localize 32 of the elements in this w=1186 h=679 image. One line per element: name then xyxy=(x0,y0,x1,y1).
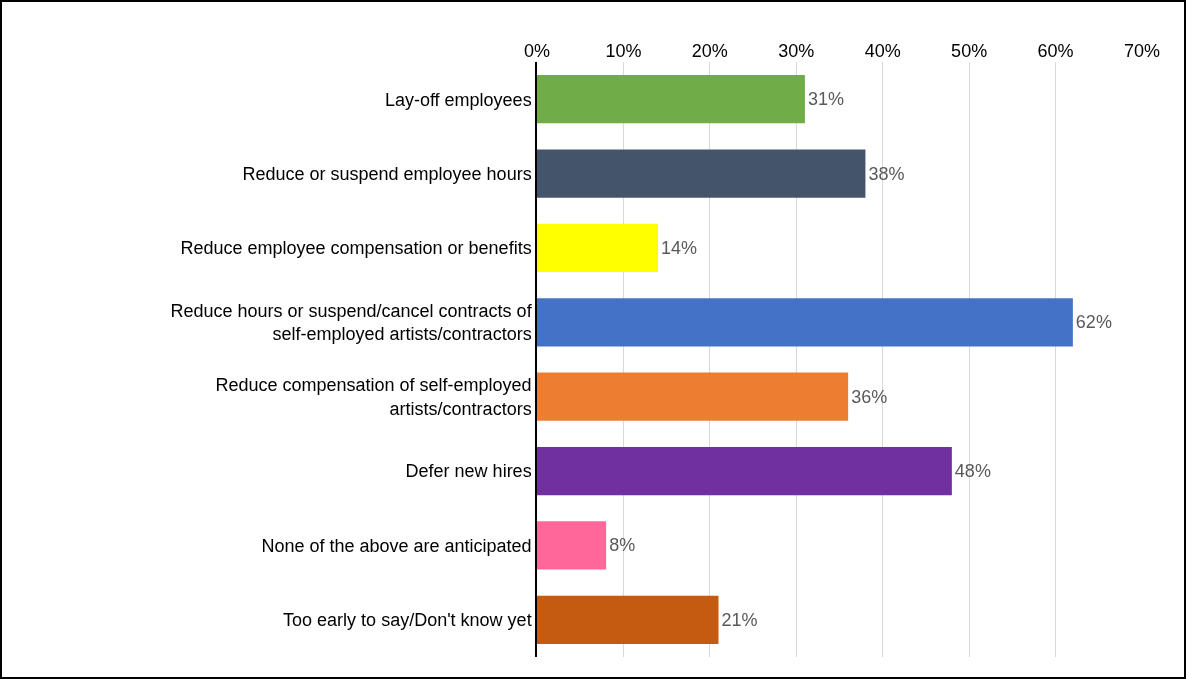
y-tick-label: Too early to say/Don't know yet xyxy=(283,610,532,631)
data-label: 62% xyxy=(1075,312,1112,333)
x-tick-label: 60% xyxy=(1037,41,1074,62)
bar xyxy=(537,372,849,421)
x-tick-label: 30% xyxy=(778,41,815,62)
x-tick-label: 70% xyxy=(1123,41,1161,62)
data-label: 36% xyxy=(851,386,888,407)
x-tick-label: 0% xyxy=(523,41,551,62)
data-label: 31% xyxy=(807,89,844,110)
y-tick-label: Reduce hours or suspend/cancel contracts of self-employed artists/contractors xyxy=(170,300,533,345)
y-tick-label: None of the above are anticipated xyxy=(261,535,532,556)
bar xyxy=(537,521,607,570)
data-label: 48% xyxy=(954,461,991,482)
data-label: 14% xyxy=(661,237,698,258)
data-label: 38% xyxy=(868,163,905,184)
bar xyxy=(537,446,952,496)
bar xyxy=(537,75,805,124)
y-tick-label: Lay-off employees xyxy=(384,89,532,110)
x-tick-label: 20% xyxy=(691,41,728,62)
data-label: 21% xyxy=(721,609,758,630)
x-tick-label: 10% xyxy=(605,41,642,62)
y-tick-label: Reduce or suspend employee hours xyxy=(242,163,532,184)
bar xyxy=(537,149,866,198)
y-tick-label: Reduce employee compensation or benefits xyxy=(180,238,532,259)
y-tick-label: Defer new hires xyxy=(405,461,532,482)
x-tick-label: 50% xyxy=(951,41,988,62)
data-label: 8% xyxy=(609,535,636,556)
bar xyxy=(537,298,1073,347)
bar xyxy=(537,223,658,273)
x-tick-label: 40% xyxy=(864,41,901,62)
bar xyxy=(537,595,719,644)
y-tick-label: Reduce compensation of self-employed artists/contractors xyxy=(215,375,532,419)
